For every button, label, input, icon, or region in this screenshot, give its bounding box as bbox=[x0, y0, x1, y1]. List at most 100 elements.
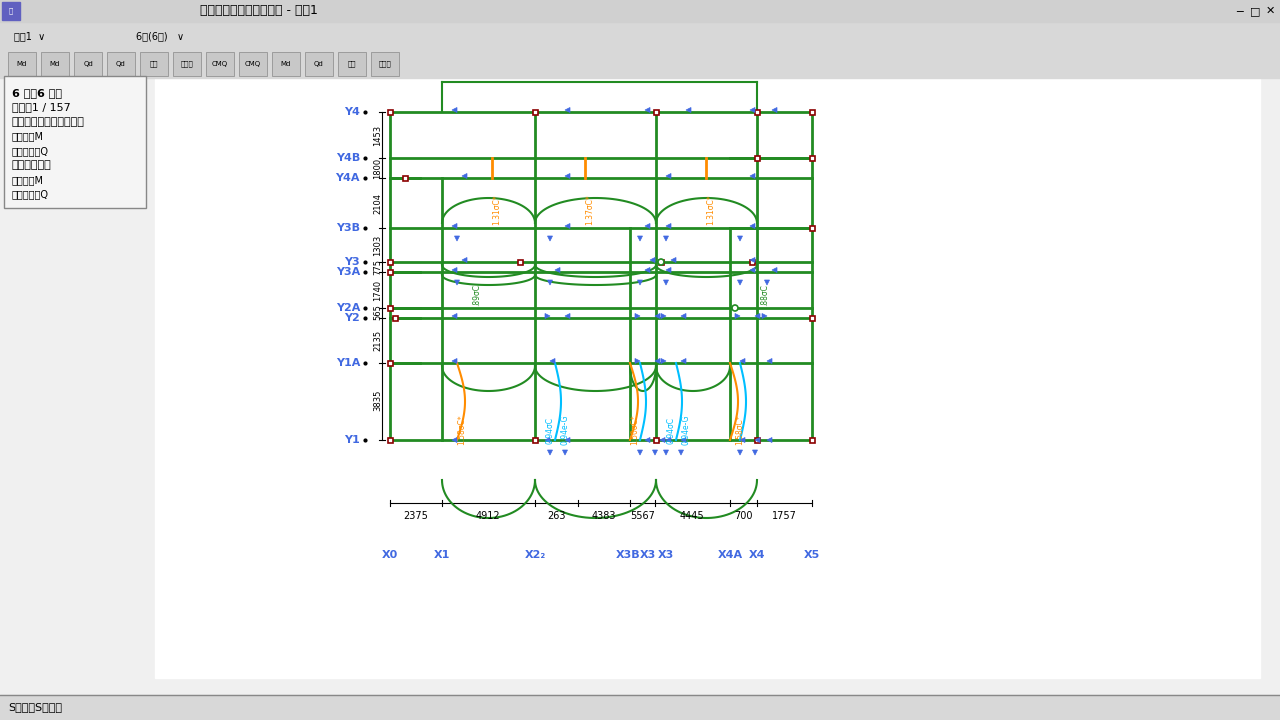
Text: 5567: 5567 bbox=[631, 511, 655, 521]
Polygon shape bbox=[645, 223, 650, 228]
FancyBboxPatch shape bbox=[4, 76, 146, 208]
Text: 6 層（6 階）: 6 層（6 階） bbox=[12, 88, 61, 98]
Polygon shape bbox=[655, 313, 660, 318]
Polygon shape bbox=[735, 313, 740, 318]
Bar bbox=[658, 259, 663, 264]
Bar bbox=[809, 225, 814, 230]
Polygon shape bbox=[550, 359, 556, 364]
Bar bbox=[349, 85, 1039, 570]
Text: 曲げ：M: 曲げ：M bbox=[12, 175, 44, 185]
Polygon shape bbox=[462, 174, 467, 179]
Text: 小梁・片持梁（検定比）: 小梁・片持梁（検定比） bbox=[12, 117, 84, 127]
Text: 1.50σC*: 1.50σC* bbox=[631, 415, 640, 446]
Polygon shape bbox=[767, 438, 772, 443]
Text: 1.58σC*: 1.58σC* bbox=[736, 415, 745, 445]
Text: CMQ: CMQ bbox=[212, 61, 228, 67]
Polygon shape bbox=[663, 450, 668, 455]
Text: Md: Md bbox=[17, 61, 27, 67]
Text: 4912: 4912 bbox=[476, 511, 500, 521]
Text: 0.94e-G: 0.94e-G bbox=[681, 415, 690, 445]
Polygon shape bbox=[545, 313, 550, 318]
Polygon shape bbox=[660, 313, 666, 318]
Bar bbox=[388, 361, 393, 366]
Polygon shape bbox=[556, 268, 561, 272]
Text: たわみ: たわみ bbox=[379, 60, 392, 67]
Bar bbox=[388, 269, 393, 274]
Text: X3B: X3B bbox=[616, 550, 640, 560]
Bar bbox=[0, 0, 1280, 22]
Text: 6層(6階)   ∨: 6層(6階) ∨ bbox=[136, 31, 184, 41]
Text: 1740: 1740 bbox=[374, 279, 383, 300]
Polygon shape bbox=[666, 223, 671, 228]
Text: 1453: 1453 bbox=[374, 125, 383, 145]
Bar bbox=[809, 315, 814, 320]
Polygon shape bbox=[750, 268, 755, 272]
Text: 縮尺：1 / 157: 縮尺：1 / 157 bbox=[12, 102, 70, 112]
Polygon shape bbox=[737, 450, 742, 455]
Polygon shape bbox=[767, 359, 772, 364]
Bar bbox=[393, 315, 398, 320]
Bar bbox=[173, 52, 201, 76]
Polygon shape bbox=[653, 450, 658, 455]
Text: 0.94σC: 0.94σC bbox=[545, 416, 554, 444]
Polygon shape bbox=[750, 174, 755, 179]
Polygon shape bbox=[645, 107, 650, 112]
Polygon shape bbox=[645, 268, 650, 272]
Text: X3: X3 bbox=[640, 550, 657, 560]
Polygon shape bbox=[462, 258, 467, 263]
Polygon shape bbox=[562, 450, 567, 455]
Polygon shape bbox=[671, 258, 676, 263]
Text: Y4: Y4 bbox=[344, 107, 360, 117]
Text: せん断：Q: せん断：Q bbox=[12, 189, 49, 199]
Text: 1800: 1800 bbox=[374, 158, 383, 179]
Polygon shape bbox=[650, 258, 655, 263]
Text: Y1A: Y1A bbox=[335, 358, 360, 368]
Bar bbox=[388, 438, 393, 443]
Text: Y2: Y2 bbox=[344, 313, 360, 323]
Bar bbox=[809, 109, 814, 114]
Bar bbox=[3, 2, 20, 20]
Text: Y2A: Y2A bbox=[335, 303, 360, 313]
Polygon shape bbox=[548, 450, 553, 455]
Text: CMQ: CMQ bbox=[244, 61, 261, 67]
Text: X1: X1 bbox=[434, 550, 451, 560]
Polygon shape bbox=[454, 280, 460, 285]
Polygon shape bbox=[750, 107, 755, 112]
Bar bbox=[8, 52, 36, 76]
Text: 床: 床 bbox=[9, 8, 13, 14]
Bar bbox=[273, 52, 300, 76]
Polygon shape bbox=[637, 280, 643, 285]
Polygon shape bbox=[737, 236, 742, 241]
Polygon shape bbox=[660, 359, 666, 364]
Polygon shape bbox=[666, 174, 671, 179]
Text: Y1: Y1 bbox=[344, 435, 360, 445]
Text: S小梁・S片持梁: S小梁・S片持梁 bbox=[8, 702, 61, 712]
Polygon shape bbox=[762, 313, 767, 318]
Polygon shape bbox=[772, 268, 777, 272]
Polygon shape bbox=[637, 236, 643, 241]
Text: 2375: 2375 bbox=[403, 511, 429, 521]
Text: 4445: 4445 bbox=[680, 511, 704, 521]
Polygon shape bbox=[750, 223, 755, 228]
Bar bbox=[0, 695, 1280, 720]
Text: 床（検定比）: 床（検定比） bbox=[12, 161, 51, 171]
Polygon shape bbox=[753, 450, 758, 455]
Bar bbox=[754, 438, 759, 443]
Text: .88σC: .88σC bbox=[760, 284, 769, 306]
Polygon shape bbox=[666, 438, 671, 443]
Polygon shape bbox=[645, 438, 650, 443]
Bar bbox=[0, 22, 1280, 50]
Bar bbox=[754, 109, 759, 114]
Polygon shape bbox=[545, 438, 550, 443]
Text: 775: 775 bbox=[374, 259, 383, 275]
Polygon shape bbox=[452, 438, 457, 443]
Text: Y3A: Y3A bbox=[335, 267, 360, 277]
Text: X2₂: X2₂ bbox=[525, 550, 545, 560]
Text: X5: X5 bbox=[804, 550, 820, 560]
Polygon shape bbox=[750, 258, 755, 263]
Bar bbox=[809, 156, 814, 161]
Bar bbox=[371, 52, 399, 76]
Circle shape bbox=[732, 305, 739, 311]
Text: 1303: 1303 bbox=[374, 235, 383, 256]
Bar bbox=[754, 156, 759, 161]
